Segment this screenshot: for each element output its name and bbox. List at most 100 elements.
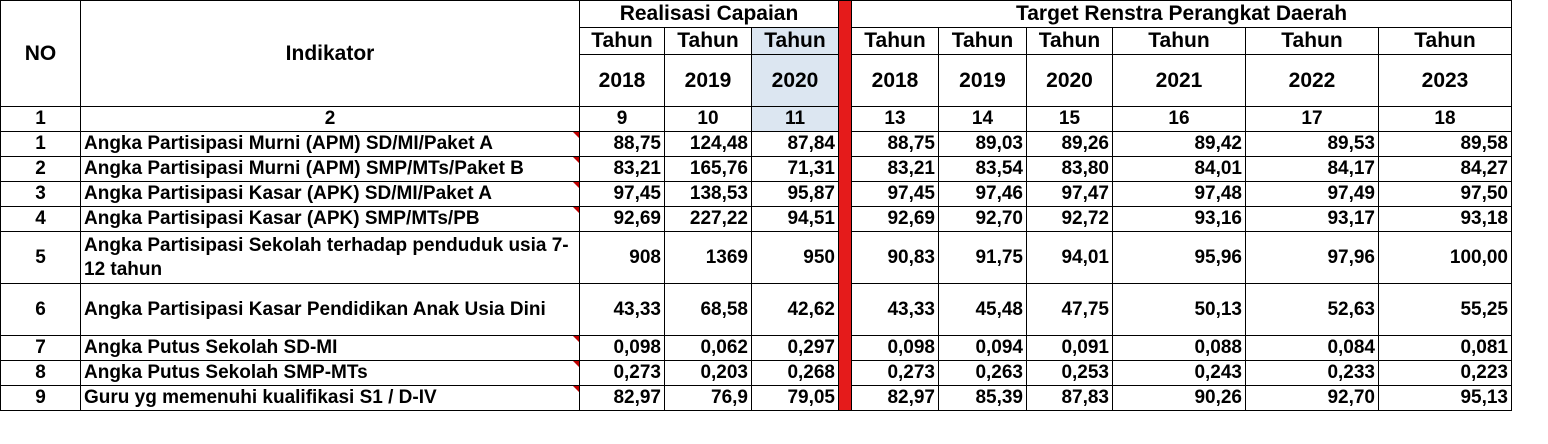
value-cell[interactable]: 83,80: [1026, 156, 1113, 182]
value-cell[interactable]: 83,21: [851, 156, 939, 182]
value-cell[interactable]: 88,75: [579, 131, 665, 157]
value-cell[interactable]: 89,03: [938, 131, 1027, 157]
row-number-cell[interactable]: 2: [0, 156, 81, 182]
header-indikator[interactable]: Indikator: [80, 0, 580, 107]
value-cell[interactable]: 50,13: [1112, 283, 1246, 336]
value-cell[interactable]: 0,273: [579, 360, 665, 386]
value-cell[interactable]: 0,273: [851, 360, 939, 386]
year-cell-target[interactable]: 2023: [1378, 54, 1512, 107]
column-number-cell[interactable]: 11: [751, 106, 839, 132]
value-cell[interactable]: 84,27: [1378, 156, 1512, 182]
tahun-label-cell[interactable]: Tahun: [664, 27, 752, 55]
value-cell[interactable]: 95,96: [1112, 231, 1246, 284]
column-number-cell[interactable]: 15: [1026, 106, 1113, 132]
value-cell[interactable]: 1369: [664, 231, 752, 284]
column-number-cell[interactable]: 18: [1378, 106, 1512, 132]
header-no[interactable]: NO: [0, 0, 81, 107]
value-cell[interactable]: 45,48: [938, 283, 1027, 336]
column-number-cell[interactable]: 16: [1112, 106, 1246, 132]
comment-marker-icon[interactable]: [573, 132, 579, 138]
tahun-label-cell[interactable]: Tahun: [1026, 27, 1113, 55]
value-cell[interactable]: 89,26: [1026, 131, 1113, 157]
header-target[interactable]: Target Renstra Perangkat Daerah: [851, 0, 1512, 28]
year-cell-target[interactable]: 2021: [1112, 54, 1246, 107]
value-cell[interactable]: 76,9: [664, 385, 752, 411]
tahun-label-cell[interactable]: Tahun: [1378, 27, 1512, 55]
column-number-cell[interactable]: 17: [1245, 106, 1379, 132]
value-cell[interactable]: 0,098: [851, 335, 939, 361]
indikator-cell[interactable]: Angka Partisipasi Murni (APM) SD/MI/Pake…: [80, 131, 580, 157]
value-cell[interactable]: 908: [579, 231, 665, 284]
value-cell[interactable]: 82,97: [851, 385, 939, 411]
year-cell-realisasi[interactable]: 2020: [751, 54, 839, 107]
comment-marker-icon[interactable]: [573, 336, 579, 342]
tahun-label-cell[interactable]: Tahun: [1245, 27, 1379, 55]
value-cell[interactable]: 43,33: [851, 283, 939, 336]
value-cell[interactable]: 97,46: [938, 181, 1027, 207]
year-cell-target[interactable]: 2019: [938, 54, 1027, 107]
column-number-cell[interactable]: 14: [938, 106, 1027, 132]
value-cell[interactable]: 0,081: [1378, 335, 1512, 361]
value-cell[interactable]: 97,49: [1245, 181, 1379, 207]
value-cell[interactable]: 47,75: [1026, 283, 1113, 336]
value-cell[interactable]: 227,22: [664, 206, 752, 232]
value-cell[interactable]: 89,53: [1245, 131, 1379, 157]
value-cell[interactable]: 100,00: [1378, 231, 1512, 284]
value-cell[interactable]: 0,062: [664, 335, 752, 361]
value-cell[interactable]: 87,84: [751, 131, 839, 157]
value-cell[interactable]: 0,268: [751, 360, 839, 386]
row-number-cell[interactable]: 6: [0, 283, 81, 336]
value-cell[interactable]: 94,01: [1026, 231, 1113, 284]
value-cell[interactable]: 97,48: [1112, 181, 1246, 207]
indikator-cell[interactable]: Angka Partisipasi Kasar (APK) SMP/MTs/PB: [80, 206, 580, 232]
indikator-cell[interactable]: Angka Putus Sekolah SD-MI: [80, 335, 580, 361]
value-cell[interactable]: 94,51: [751, 206, 839, 232]
row-number-cell[interactable]: 8: [0, 360, 81, 386]
value-cell[interactable]: 95,87: [751, 181, 839, 207]
value-cell[interactable]: 97,50: [1378, 181, 1512, 207]
tahun-label-cell[interactable]: Tahun: [938, 27, 1027, 55]
value-cell[interactable]: 92,69: [851, 206, 939, 232]
value-cell[interactable]: 88,75: [851, 131, 939, 157]
value-cell[interactable]: 92,72: [1026, 206, 1113, 232]
column-number-cell[interactable]: 2: [80, 106, 580, 132]
value-cell[interactable]: 0,253: [1026, 360, 1113, 386]
year-cell-target[interactable]: 2022: [1245, 54, 1379, 107]
header-realisasi[interactable]: Realisasi Capaian: [579, 0, 839, 28]
value-cell[interactable]: 0,233: [1245, 360, 1379, 386]
value-cell[interactable]: 92,70: [938, 206, 1027, 232]
value-cell[interactable]: 92,69: [579, 206, 665, 232]
value-cell[interactable]: 97,45: [851, 181, 939, 207]
value-cell[interactable]: 79,05: [751, 385, 839, 411]
value-cell[interactable]: 90,26: [1112, 385, 1246, 411]
value-cell[interactable]: 0,091: [1026, 335, 1113, 361]
indikator-cell[interactable]: Angka Partisipasi Murni (APM) SMP/MTs/Pa…: [80, 156, 580, 182]
value-cell[interactable]: 68,58: [664, 283, 752, 336]
column-number-cell[interactable]: 13: [851, 106, 939, 132]
value-cell[interactable]: 0,263: [938, 360, 1027, 386]
value-cell[interactable]: 85,39: [938, 385, 1027, 411]
indikator-cell[interactable]: Angka Partisipasi Sekolah terhadap pendu…: [80, 231, 580, 284]
tahun-label-cell[interactable]: Tahun: [579, 27, 665, 55]
value-cell[interactable]: 55,25: [1378, 283, 1512, 336]
indikator-cell[interactable]: Angka Partisipasi Kasar (APK) SD/MI/Pake…: [80, 181, 580, 207]
year-cell-target[interactable]: 2018: [851, 54, 939, 107]
indikator-cell[interactable]: Angka Partisipasi Kasar Pendidikan Anak …: [80, 283, 580, 336]
value-cell[interactable]: 0,223: [1378, 360, 1512, 386]
value-cell[interactable]: 71,31: [751, 156, 839, 182]
value-cell[interactable]: 92,70: [1245, 385, 1379, 411]
value-cell[interactable]: 97,96: [1245, 231, 1379, 284]
value-cell[interactable]: 83,21: [579, 156, 665, 182]
column-number-cell[interactable]: 9: [579, 106, 665, 132]
value-cell[interactable]: 91,75: [938, 231, 1027, 284]
value-cell[interactable]: 83,54: [938, 156, 1027, 182]
value-cell[interactable]: 124,48: [664, 131, 752, 157]
value-cell[interactable]: 0,098: [579, 335, 665, 361]
value-cell[interactable]: 43,33: [579, 283, 665, 336]
value-cell[interactable]: 0,203: [664, 360, 752, 386]
value-cell[interactable]: 0,297: [751, 335, 839, 361]
tahun-label-cell[interactable]: Tahun: [1112, 27, 1246, 55]
comment-marker-icon[interactable]: [573, 157, 579, 163]
value-cell[interactable]: 138,53: [664, 181, 752, 207]
row-number-cell[interactable]: 1: [0, 131, 81, 157]
